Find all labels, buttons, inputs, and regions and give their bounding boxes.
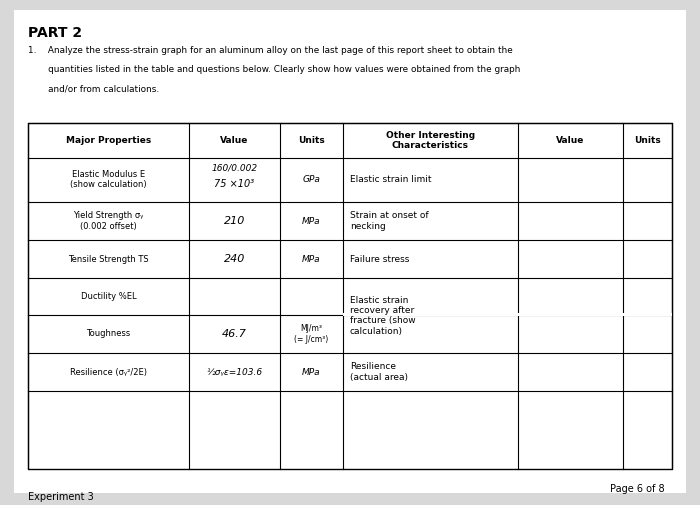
Text: Other Interesting
Characteristics: Other Interesting Characteristics (386, 131, 475, 150)
Text: 210: 210 (224, 216, 245, 226)
Text: Elastic Modulus E
(show calculation): Elastic Modulus E (show calculation) (70, 170, 147, 189)
Text: 1.    Analyze the stress-strain graph for an aluminum alloy on the last page of : 1. Analyze the stress-strain graph for a… (28, 46, 512, 56)
Text: Major Properties: Major Properties (66, 136, 151, 145)
Text: 75 ×10³: 75 ×10³ (214, 179, 255, 189)
Bar (28, 123, 672, 469)
Text: GPa: GPa (302, 175, 321, 184)
Text: Resilience (σᵧ²/2E): Resilience (σᵧ²/2E) (70, 368, 147, 377)
Text: Ductility %EL: Ductility %EL (80, 292, 136, 301)
Text: Value: Value (556, 136, 584, 145)
Text: Page 6 of 8: Page 6 of 8 (610, 484, 665, 494)
Text: Value: Value (220, 136, 248, 145)
Text: Resilience
(actual area): Resilience (actual area) (350, 363, 408, 382)
Text: MPa: MPa (302, 368, 321, 377)
Text: Tensile Strength TS: Tensile Strength TS (68, 255, 149, 264)
Text: 240: 240 (224, 255, 245, 264)
Text: MJ/m³
(= J/cm³): MJ/m³ (= J/cm³) (295, 324, 328, 343)
Text: Elastic strain limit: Elastic strain limit (350, 175, 431, 184)
Text: PART 2: PART 2 (28, 26, 82, 40)
Text: Yield Strength σᵧ
(0.002 offset): Yield Strength σᵧ (0.002 offset) (74, 212, 144, 231)
Text: 46.7: 46.7 (222, 329, 247, 339)
Text: MPa: MPa (302, 255, 321, 264)
Text: Failure stress: Failure stress (350, 255, 410, 264)
Text: Experiment 3: Experiment 3 (28, 492, 94, 502)
Text: and/or from calculations.: and/or from calculations. (28, 85, 159, 93)
Text: quantities listed in the table and questions below. Clearly show how values were: quantities listed in the table and quest… (28, 66, 520, 74)
Bar (343, 313, 672, 316)
Text: Strain at onset of
necking: Strain at onset of necking (350, 212, 428, 231)
Text: MPa: MPa (302, 217, 321, 226)
Text: 160/0.002: 160/0.002 (211, 164, 258, 173)
Text: Units: Units (634, 136, 661, 145)
Text: ½σᵧε=103.6: ½σᵧε=103.6 (206, 368, 262, 377)
Text: Units: Units (298, 136, 325, 145)
Text: Elastic strain
recovery after
fracture (show
calculation): Elastic strain recovery after fracture (… (350, 295, 416, 336)
Text: Toughness: Toughness (86, 329, 131, 338)
